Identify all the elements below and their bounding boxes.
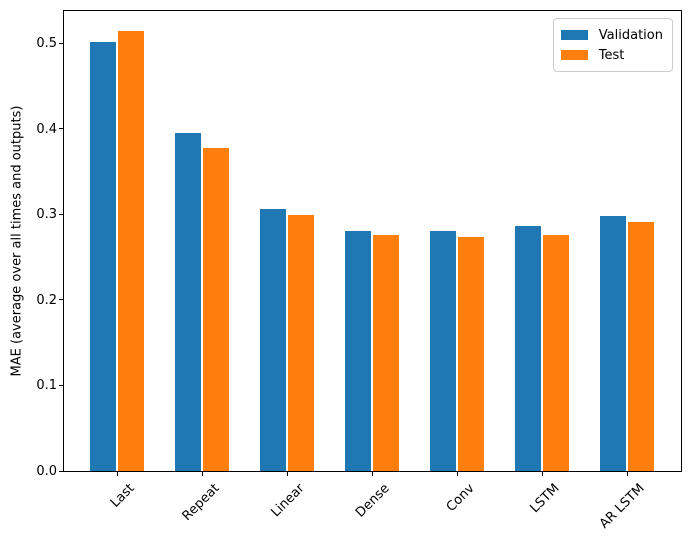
x-tick-mark [371, 471, 373, 476]
y-tick-mark [59, 299, 64, 301]
legend: Validation Test [552, 18, 673, 72]
bar-test-linear [288, 215, 315, 471]
y-tick-label: 0.5 [36, 36, 57, 52]
bar-validation-lstm [514, 226, 541, 471]
bar-test-ar-lstm [628, 222, 655, 471]
plot-area: Validation Test [59, 10, 682, 476]
bar-test-last [118, 31, 145, 471]
bar-test-repeat [203, 148, 230, 471]
bar-validation-repeat [174, 133, 201, 471]
y-tick-mark [59, 213, 64, 215]
y-tick-label: 0.0 [36, 464, 57, 479]
y-tick-label: 0.2 [36, 292, 57, 308]
x-tick-labels: Last Repeat Linear Dense Conv LSTM AR LSTM [63, 472, 682, 544]
legend-entry-test: Test [560, 45, 663, 65]
x-tick-mark [456, 471, 458, 476]
x-tick-label-last: Last [107, 481, 138, 511]
y-tick-mark [59, 384, 64, 386]
legend-swatch-test-icon [560, 50, 588, 60]
x-tick-mark [286, 471, 288, 476]
y-tick-label: 0.1 [36, 378, 57, 394]
bar-validation-conv [429, 231, 456, 471]
bar-validation-ar-lstm [599, 216, 626, 471]
x-tick-mark [116, 471, 118, 476]
bar-validation-linear [259, 209, 286, 471]
legend-swatch-validation-icon [560, 30, 588, 40]
bar-test-dense [373, 234, 400, 471]
bar-test-lstm [543, 234, 570, 471]
y-tick-mark [59, 42, 64, 44]
legend-label-test: Test [598, 47, 625, 63]
legend-entry-validation: Validation [560, 25, 663, 45]
y-tick-labels: 0.0 0.1 0.2 0.3 0.4 0.5 [0, 10, 57, 479]
y-tick-label: 0.3 [36, 207, 57, 223]
bar-test-conv [458, 236, 485, 471]
y-tick-mark [59, 470, 64, 472]
x-tick-mark [626, 471, 628, 476]
x-tick-mark [201, 471, 203, 476]
y-tick-mark [59, 128, 64, 130]
x-tick-mark [541, 471, 543, 476]
bar-validation-last [89, 42, 116, 471]
y-tick-label: 0.4 [36, 121, 57, 137]
legend-label-validation: Validation [598, 27, 663, 43]
bar-validation-dense [344, 231, 371, 471]
